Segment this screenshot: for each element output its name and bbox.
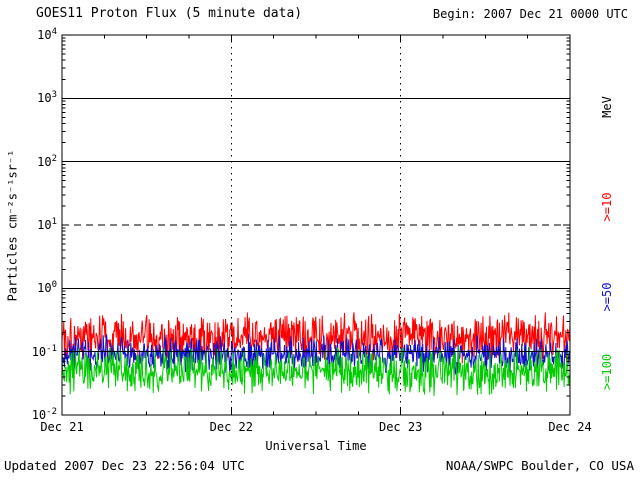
y-tick-label: 10-2 bbox=[31, 406, 57, 422]
credit-label: NOAA/SWPC Boulder, CO USA bbox=[445, 458, 634, 473]
x-tick-label: Dec 22 bbox=[209, 420, 254, 434]
y-tick-label: 104 bbox=[37, 26, 57, 42]
y-tick-label: 101 bbox=[37, 216, 57, 232]
plot-frame bbox=[61, 34, 571, 416]
right-axis-unit-label: MeV bbox=[600, 96, 614, 118]
y-tick-label: 103 bbox=[37, 90, 57, 106]
flux-series-line-2 bbox=[61, 346, 571, 397]
x-tick-label: Dec 24 bbox=[548, 420, 592, 434]
flux-series-line-1 bbox=[61, 333, 571, 376]
y-tick-label: 102 bbox=[37, 153, 57, 169]
legend-ge50-label: >=50 bbox=[600, 282, 614, 312]
x-axis-label: Universal Time bbox=[265, 439, 367, 453]
legend-ge100-label: >=100 bbox=[600, 353, 614, 391]
x-tick-label: Dec 23 bbox=[378, 420, 423, 434]
chart-title: GOES11 Proton Flux (5 minute data) bbox=[36, 6, 303, 21]
y-axis-label: Particles cm⁻²s⁻¹sr⁻¹ bbox=[5, 149, 20, 302]
x-tick-label: Dec 21 bbox=[40, 420, 84, 434]
begin-timestamp-label: Begin: 2007 Dec 21 0000 UTC bbox=[432, 7, 628, 21]
y-tick-label: 10-1 bbox=[31, 343, 57, 359]
y-tick-label: 100 bbox=[37, 280, 57, 296]
flux-series-line-0 bbox=[61, 312, 571, 364]
legend-ge10-label: >=10 bbox=[600, 192, 614, 222]
updated-timestamp: Updated 2007 Dec 23 22:56:04 UTC bbox=[4, 458, 245, 473]
